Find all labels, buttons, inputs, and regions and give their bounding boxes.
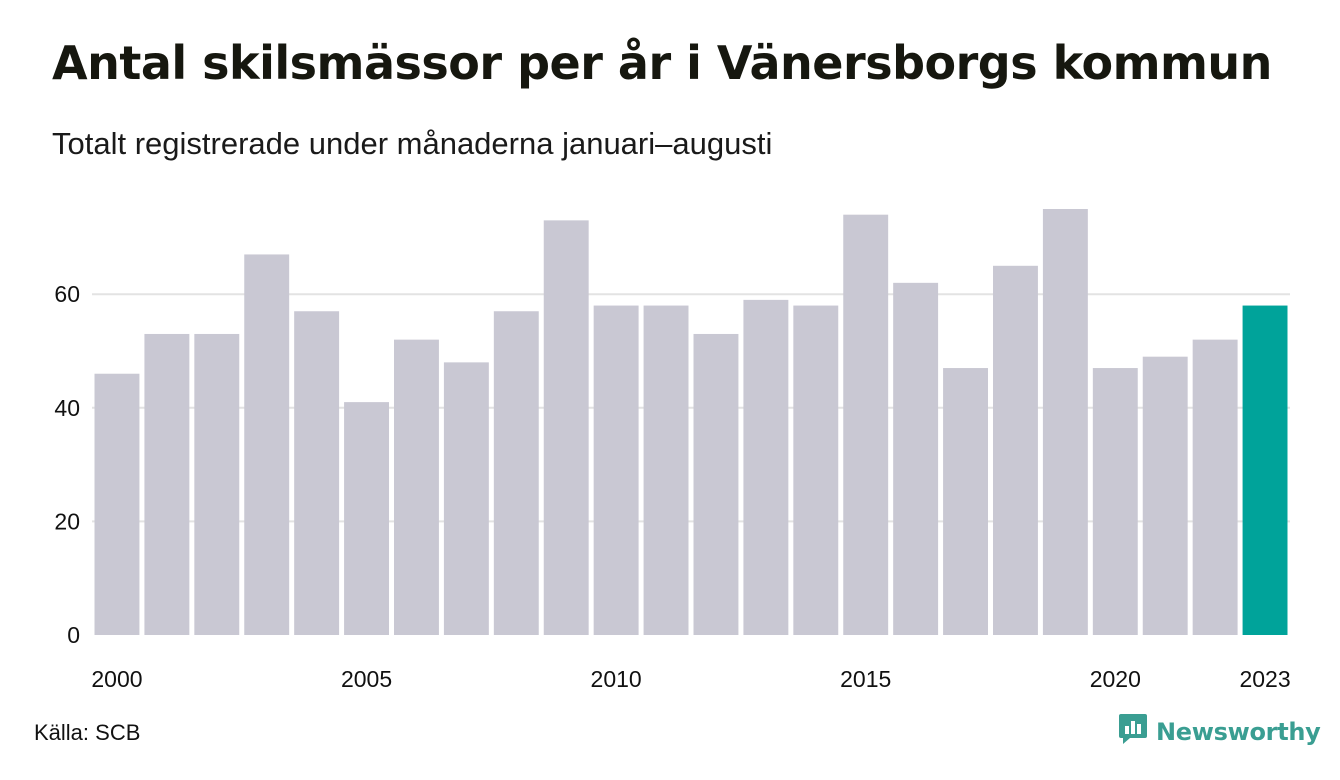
x-tick-label: 2023 [1239, 666, 1290, 692]
bar-2010 [593, 305, 639, 635]
bar-2009 [543, 220, 589, 636]
x-tick-label: 2005 [341, 666, 392, 692]
y-tick-label: 60 [54, 281, 80, 307]
bar-2005 [344, 402, 389, 635]
x-tick-label: 2010 [591, 666, 642, 692]
y-axis-ticks: 0 20 40 60 [54, 281, 80, 648]
bar-2002 [194, 333, 240, 635]
bar-2001 [144, 333, 190, 635]
bar-2013 [743, 299, 789, 635]
bar-2004 [294, 311, 340, 635]
x-axis-ticks: 2000 2005 2010 2015 2020 2023 [91, 666, 1290, 692]
bar-2006 [394, 339, 439, 635]
newsworthy-brand-name: Newsworthy [1156, 717, 1321, 746]
x-tick-label: 2015 [840, 666, 891, 692]
bar-2022 [1192, 339, 1238, 635]
y-tick-label: 40 [54, 395, 80, 421]
bars [94, 209, 1288, 636]
x-tick-label: 2000 [91, 666, 142, 692]
x-tick-label: 2020 [1090, 666, 1141, 692]
bar-2000 [94, 373, 140, 635]
bar-2012 [693, 333, 739, 635]
bar-2021 [1142, 356, 1188, 635]
chart-subtitle: Totalt registrerade under månaderna janu… [52, 126, 773, 161]
bar-2011 [643, 305, 689, 635]
bar-2019 [1042, 209, 1088, 635]
bar-2023 [1242, 305, 1288, 635]
newsworthy-logo-icon [1118, 712, 1148, 751]
bar-2020 [1092, 368, 1138, 635]
grid-lines [92, 293, 1290, 523]
newsworthy-logo[interactable]: Newsworthy [1118, 712, 1321, 751]
bar-2016 [893, 282, 939, 635]
bar-2014 [793, 305, 839, 635]
bar-2015 [843, 214, 889, 635]
bar-2008 [493, 311, 539, 635]
bar-2007 [443, 362, 489, 635]
y-tick-label: 0 [67, 622, 80, 648]
source-note: Källa: SCB [34, 720, 141, 745]
bar-2003 [244, 254, 290, 635]
bar-2018 [993, 265, 1038, 635]
y-tick-label: 20 [54, 508, 80, 534]
chart-title: Antal skilsmässor per år i Vänersborgs k… [52, 36, 1272, 90]
bar-2017 [943, 368, 988, 635]
